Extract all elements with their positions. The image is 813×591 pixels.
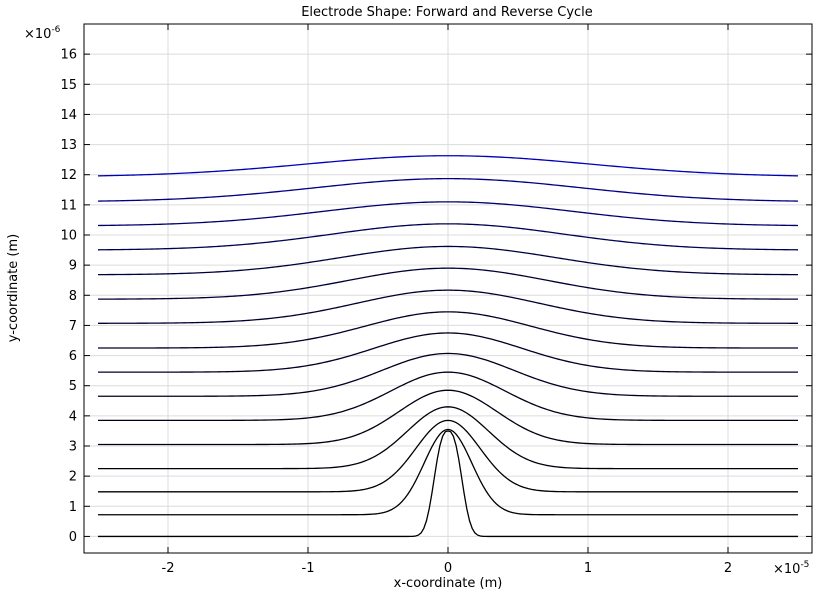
electrode-curve-1 [98,430,798,538]
x-tick-label: 0 [444,561,452,576]
electrode-curve-5 [98,389,798,446]
y-tick-label: 16 [60,48,77,63]
y-tick-label: 9 [69,259,77,274]
y-tick-label: 5 [69,379,77,394]
axis-ticks [84,24,812,553]
electrode-curve-2 [98,428,798,516]
electrode-curve-6 [98,371,798,422]
y-tick-label: 13 [60,138,77,153]
y-tick-label: 2 [69,470,77,485]
electrode-curve-10 [98,289,798,324]
y-tick-label: 8 [69,289,77,304]
electrode-curve-14 [97,201,799,227]
y-tick-label: 11 [60,198,77,213]
electrode-curve-4 [98,406,798,470]
y-tick-label: 15 [60,78,77,93]
chart-title: Electrode Shape: Forward and Reverse Cyc… [301,5,593,20]
x-multiplier-base: ×10 [773,562,800,577]
y-multiplier: ×10-6 [24,25,61,42]
electrode-curve-11 [97,267,799,300]
y-tick-label: 12 [60,168,77,183]
x-tick-label: -2 [162,561,175,576]
electrode-curve-13 [97,223,799,251]
x-multiplier-exponent: -5 [800,560,809,570]
curve-series [97,155,799,538]
y-tick-label: 1 [69,500,77,515]
y-tick-label: 10 [60,228,77,243]
grid-lines [84,24,812,553]
y-tick-label: 7 [69,319,77,334]
x-multiplier: ×10-5 [773,560,809,577]
x-tick-label: -1 [302,561,315,576]
x-tick-label: 2 [724,561,732,576]
y-multiplier-base: ×10 [24,27,51,42]
x-axis-title: x-coordinate (m) [394,576,503,591]
electrode-curve-15 [97,177,799,202]
electrode-curve-9 [98,311,798,349]
y-tick-label: 14 [60,108,77,123]
x-tick-label: 1 [584,561,592,576]
y-tick-label: 4 [69,409,77,424]
electrode-curve-3 [98,419,798,493]
y-tick-label: 0 [69,530,77,545]
y-axis-title: y-coordinate (m) [6,234,21,342]
y-multiplier-exponent: -6 [51,25,60,35]
y-tick-label: 6 [69,349,77,364]
electrode-curve-7 [98,352,798,397]
electrode-curve-8 [98,332,798,373]
electrode-curve-12 [97,245,799,276]
electrode-curve-16 [97,155,799,177]
y-tick-label: 3 [69,439,77,454]
